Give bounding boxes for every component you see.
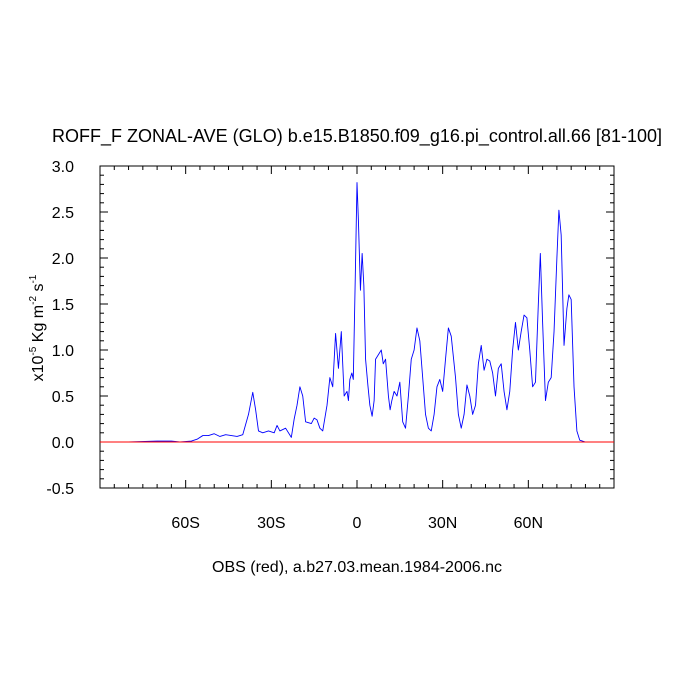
axes: 60S 30S 0 30N 60N -0.5 0.0 0.5 1.0 1.5 2.0 2.5 3.0 [46, 159, 615, 532]
y-label-exp3: -1 [28, 274, 39, 283]
series-line-0 [100, 182, 614, 443]
y-axis-label: x10-5 Kg m-2 s-1 [28, 274, 47, 381]
y-tick-label: 0.0 [52, 435, 74, 452]
x-tick-label: 0 [353, 515, 362, 532]
x-tick-label: 60S [171, 515, 199, 532]
x-tick-label: 30S [257, 515, 285, 532]
x-tick-label: 60N [514, 515, 543, 532]
y-tick-label: 0.5 [52, 389, 74, 406]
y-tick-label: 1.0 [52, 343, 74, 360]
x-axis-label: OBS (red), a.b27.03.mean.1984-2006.nc [212, 559, 502, 576]
plot-lines [100, 182, 614, 443]
y-tick-label: 3.0 [52, 159, 74, 176]
y-tick-label: 1.5 [52, 297, 74, 314]
y-label-unit: Kg m [30, 305, 47, 347]
y-label-exp1: -5 [28, 346, 39, 355]
y-tick-label: 2.0 [52, 251, 74, 268]
y-label-prefix: x10 [30, 355, 47, 381]
y-tick-label: -0.5 [46, 481, 74, 498]
x-tick-label: 30N [428, 515, 457, 532]
plot-frame [99, 165, 615, 489]
y-tick-label: 2.5 [52, 205, 74, 222]
chart-title: ROFF_F ZONAL-AVE (GLO) b.e15.B1850.f09_g… [52, 126, 662, 147]
y-label-unit2: s [30, 284, 47, 296]
y-label-exp2: -2 [28, 296, 39, 305]
